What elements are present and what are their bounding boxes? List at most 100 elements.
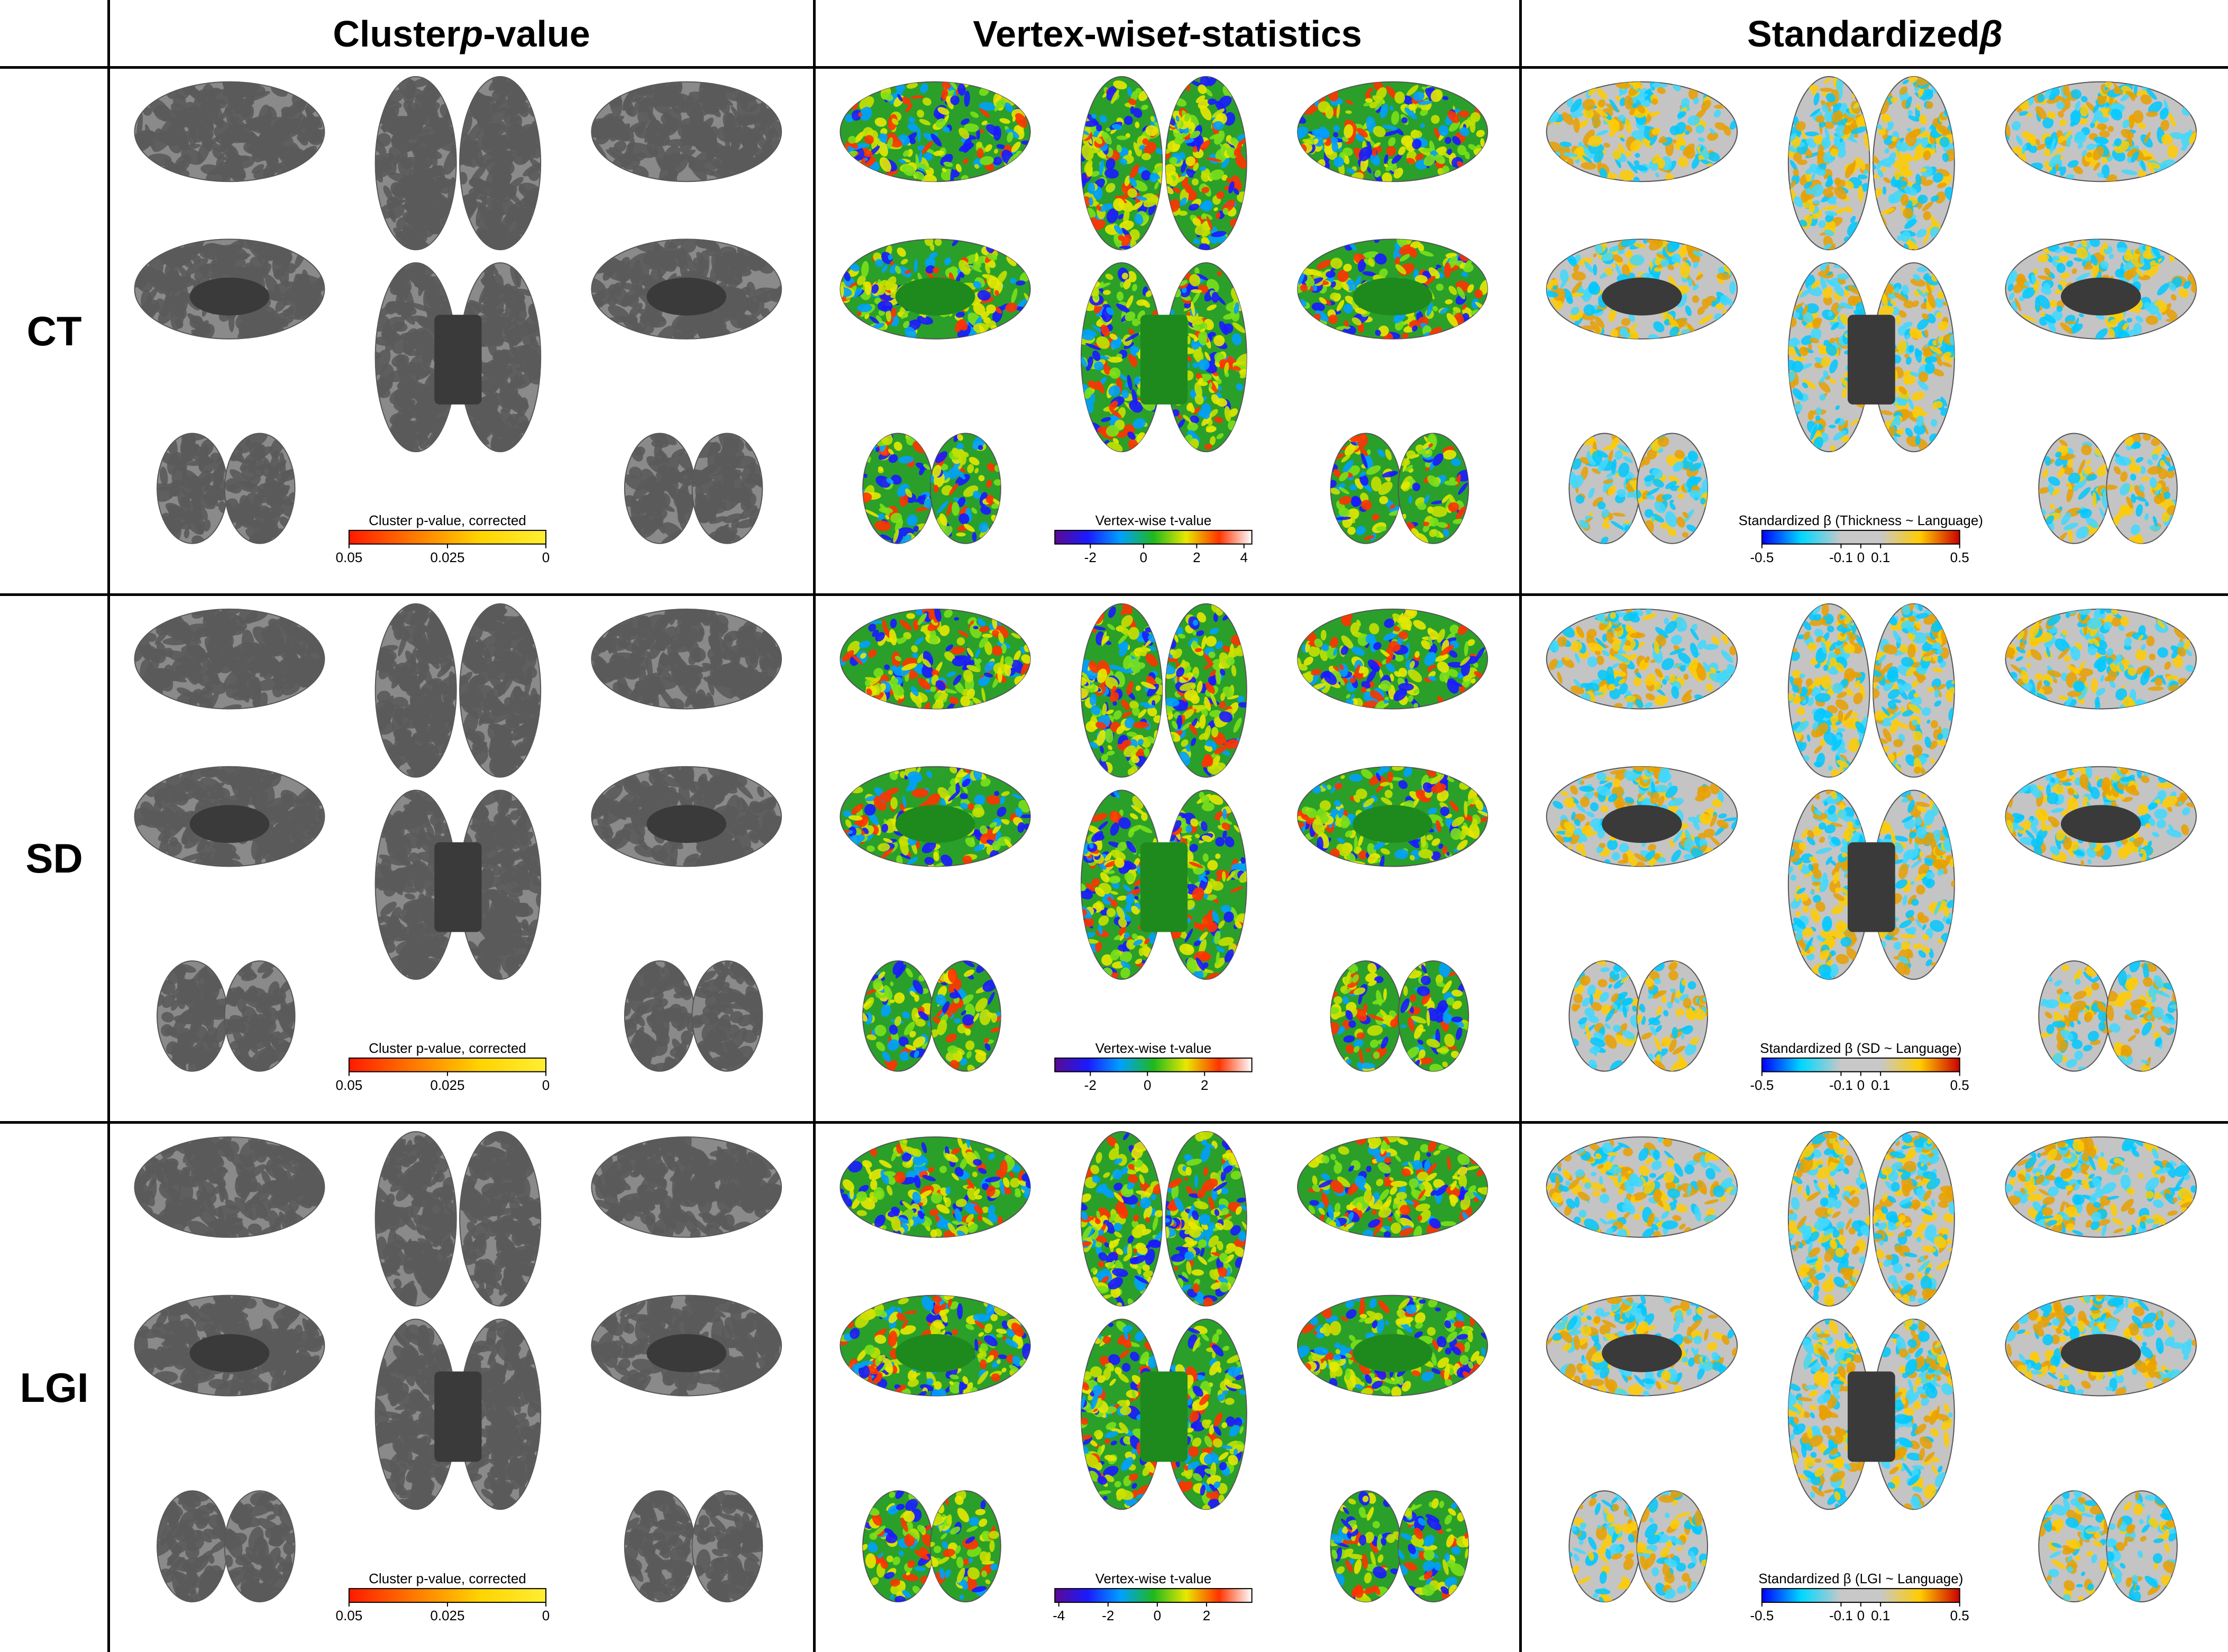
ventral-view	[375, 790, 542, 980]
colorbar	[348, 1057, 546, 1072]
panel-sd-cluster-p: Cluster p-value, corrected 0.05 0.025 0	[110, 596, 813, 1121]
colorbar-tick-label: 0.5	[1950, 1608, 1969, 1624]
posterior-left-view	[157, 960, 296, 1072]
posterior-right-view	[1330, 960, 1469, 1072]
medial-left-view	[134, 766, 325, 867]
colorbar-title: Cluster p-value, corrected	[369, 512, 526, 528]
colorbar-tick-label: 0	[1153, 1608, 1162, 1624]
panel-ct-t-stat: Vertex-wise t-value -2 0 2 4	[816, 69, 1519, 593]
ventral-view	[1787, 1318, 1955, 1510]
lateral-left-view	[1546, 608, 1738, 710]
lateral-right-view	[591, 608, 782, 710]
colorbar	[1761, 529, 1960, 545]
colorbar-tick-label: 0	[1857, 549, 1865, 565]
posterior-left-view	[157, 1490, 296, 1603]
lateral-left-view	[134, 81, 325, 182]
medial-left-view	[1546, 766, 1738, 867]
colorbar-tick-label: 2	[1202, 1608, 1211, 1624]
colorbar-tick-label: -2	[1084, 1077, 1097, 1093]
dorsal-view	[1080, 76, 1247, 251]
panel-lgi-cluster-p: Cluster p-value, corrected 0.05 0.025 0	[110, 1124, 813, 1652]
colorbar-tick-label: 0	[1143, 1077, 1152, 1093]
panel-ct-cluster-p: Cluster p-value, corrected 0.05 0.025 0	[110, 69, 813, 593]
posterior-left-view	[862, 1490, 1001, 1603]
brain-views	[839, 1131, 1489, 1607]
colorbar	[1054, 1588, 1253, 1603]
dorsal-view	[1787, 603, 1955, 778]
header-italic: β	[1979, 13, 2003, 54]
brain-views	[1546, 76, 2197, 548]
posterior-right-view	[1330, 1490, 1469, 1603]
ventral-view	[1787, 790, 1955, 980]
medial-right-view	[591, 766, 782, 867]
lateral-right-view	[2005, 608, 2197, 710]
lateral-right-view	[2005, 81, 2197, 182]
colorbar-tick-label: -4	[1053, 1608, 1065, 1624]
lateral-right-view	[591, 81, 782, 182]
colorbar-tick-label: -0.1	[1829, 549, 1853, 565]
medial-left-view	[1546, 238, 1738, 339]
column-header-cluster-p: Cluster p -value	[110, 0, 813, 68]
lateral-right-view	[1297, 81, 1489, 182]
medial-right-view	[591, 1295, 782, 1397]
lateral-left-view	[839, 608, 1031, 710]
medial-left-view	[134, 1295, 325, 1397]
row-label-ct: CT	[26, 307, 82, 354]
colorbar-tick-label: 2	[1193, 549, 1201, 565]
colorbar-tick-label: 0	[542, 549, 550, 565]
lateral-left-view	[1546, 1136, 1738, 1238]
medial-right-view	[591, 238, 782, 339]
colorbar-tick-label: -2	[1084, 549, 1097, 565]
colorbar	[1054, 529, 1253, 545]
panel-lgi-beta: Standardized β (LGI ~ Language) -0.5 -0.1 0…	[1522, 1124, 2228, 1652]
dorsal-view	[1080, 1131, 1247, 1307]
medial-left-view	[134, 238, 325, 339]
ventral-view	[1080, 262, 1247, 453]
colorbar-tick-label: 0.1	[1871, 1608, 1891, 1624]
panel-ct-beta: Standardized β (Thickness ~ Language) -0.…	[1522, 69, 2228, 593]
panel-sd-beta: Standardized β (SD ~ Language) -0.5 -0.1 0 0…	[1522, 596, 2228, 1121]
posterior-left-view	[1568, 1490, 1709, 1603]
colorbar-tick-label: 0	[1857, 1608, 1865, 1624]
dorsal-view	[375, 1131, 542, 1307]
colorbar	[1761, 1588, 1960, 1603]
grid-line-h2	[0, 593, 2228, 596]
lateral-left-view	[134, 1136, 325, 1238]
column-header-beta: Standardized β	[1522, 0, 2228, 68]
colorbar-tick-label: 0.1	[1871, 1077, 1891, 1093]
ventral-view	[375, 1318, 542, 1510]
posterior-right-view	[2038, 960, 2178, 1072]
posterior-left-view	[1568, 960, 1709, 1072]
dorsal-view	[1787, 1131, 1955, 1307]
colorbar-tick-label: -0.1	[1829, 1608, 1853, 1624]
colorbar-title: Cluster p-value, corrected	[369, 1571, 526, 1587]
colorbar-title: Vertex-wise t-value	[1095, 512, 1212, 528]
colorbar-tick-label: 4	[1240, 549, 1248, 565]
ventral-view	[1080, 790, 1247, 980]
row-label-sd: SD	[25, 835, 83, 882]
posterior-left-view	[862, 960, 1001, 1072]
medial-left-view	[839, 1295, 1031, 1397]
medial-right-view	[2005, 766, 2197, 867]
posterior-right-view	[2038, 1490, 2178, 1603]
brain-views	[1546, 1131, 2197, 1607]
brain-views	[839, 603, 1489, 1076]
panel-sd-t-stat: Vertex-wise t-value -2 0 2	[816, 596, 1519, 1121]
colorbar-tick-label: 0.5	[1950, 549, 1969, 565]
posterior-left-view	[862, 433, 1001, 544]
brain-views	[839, 76, 1489, 548]
medial-right-view	[1297, 238, 1489, 339]
colorbar-title: Cluster p-value, corrected	[369, 1040, 526, 1056]
ventral-view	[1787, 262, 1955, 453]
medial-right-view	[1297, 766, 1489, 867]
colorbar-tick-label: 0.5	[1950, 1077, 1969, 1093]
lateral-right-view	[1297, 608, 1489, 710]
lateral-right-view	[2005, 1136, 2197, 1238]
header-text: Standardized	[1747, 13, 1980, 54]
medial-right-view	[2005, 238, 2197, 339]
colorbar-title: Vertex-wise t-value	[1095, 1040, 1212, 1056]
header-italic: t	[1176, 13, 1189, 54]
brain-views	[1546, 603, 2197, 1076]
colorbar-tick-label: -2	[1102, 1608, 1115, 1624]
